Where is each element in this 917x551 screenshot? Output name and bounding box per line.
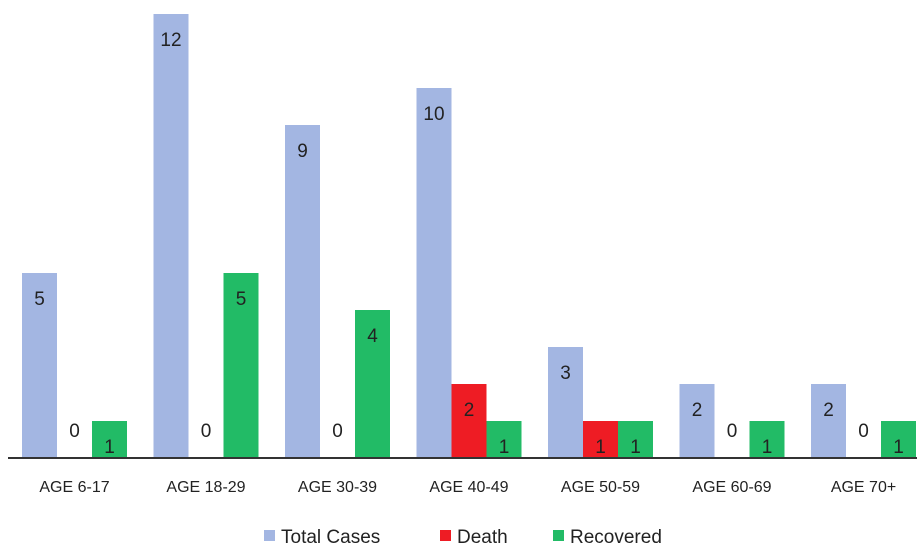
bar-total-cases-age-40-49 — [416, 88, 452, 458]
legend-swatch-total-cases — [264, 530, 275, 541]
data-label-total-cases-age-60-69: 2 — [692, 400, 703, 421]
bar-recovered-age-18-29 — [223, 273, 259, 458]
bar-total-cases-age-50-59 — [548, 347, 583, 458]
legend-label-death: Death — [457, 527, 508, 548]
data-label-recovered-age-30-39: 4 — [367, 326, 378, 347]
x-tick-label-age-6-17: AGE 6-17 — [39, 479, 109, 496]
x-tick-label-age-18-29: AGE 18-29 — [166, 479, 245, 496]
bar-total-cases-age-60-69 — [679, 384, 715, 458]
data-label-total-cases-age-50-59: 3 — [560, 363, 571, 384]
bar-recovered-age-60-69 — [749, 421, 785, 458]
data-label-death-age-70: 0 — [858, 421, 869, 442]
bar-recovered-age-50-59 — [618, 421, 653, 458]
data-label-recovered-age-6-17: 1 — [104, 437, 115, 458]
x-tick-labels: AGE 6-17 AGE 18-29 AGE 30-39 AGE 40-49 AGE 5… — [39, 479, 896, 496]
data-label-death-age-40-49: 2 — [464, 400, 475, 421]
data-label-death-age-6-17: 0 — [69, 421, 80, 442]
data-label-recovered-age-70: 1 — [893, 437, 904, 458]
data-label-total-cases-age-70: 2 — [823, 400, 834, 421]
bar-recovered-age-70 — [881, 421, 916, 458]
data-label-total-cases-age-40-49: 10 — [423, 104, 444, 125]
data-label-death-age-60-69: 0 — [727, 421, 738, 442]
x-tick-label-age-60-69: AGE 60-69 — [692, 479, 771, 496]
x-tick-label-age-30-39: AGE 30-39 — [298, 479, 377, 496]
data-label-recovered-age-60-69: 1 — [762, 437, 773, 458]
data-label-total-cases-age-18-29: 12 — [160, 30, 181, 51]
legend: Total Cases Death Recovered — [264, 527, 662, 548]
bar-death-age-50-59 — [583, 421, 618, 458]
bar-total-cases-age-18-29 — [153, 14, 189, 458]
bar-total-cases-age-30-39 — [285, 125, 320, 458]
data-label-recovered-age-18-29: 5 — [236, 289, 247, 310]
legend-label-total-cases: Total Cases — [281, 527, 380, 548]
x-tick-label-age-70: AGE 70+ — [831, 479, 896, 496]
data-label-death-age-50-59: 1 — [595, 437, 606, 458]
bars-layer — [22, 14, 916, 458]
x-tick-label-age-40-49: AGE 40-49 — [429, 479, 508, 496]
bar-total-cases-age-6-17 — [22, 273, 57, 458]
data-label-recovered-age-40-49: 1 — [499, 437, 510, 458]
legend-swatch-recovered — [553, 530, 564, 541]
bar-recovered-age-30-39 — [355, 310, 390, 458]
bar-recovered-age-6-17 — [92, 421, 127, 458]
data-label-total-cases-age-30-39: 9 — [297, 141, 308, 162]
data-label-total-cases-age-6-17: 5 — [34, 289, 45, 310]
bar-recovered-age-40-49 — [486, 421, 522, 458]
legend-swatch-death — [440, 530, 451, 541]
data-label-death-age-18-29: 0 — [201, 421, 212, 442]
bar-total-cases-age-70 — [811, 384, 846, 458]
bar-death-age-40-49 — [451, 384, 487, 458]
data-label-death-age-30-39: 0 — [332, 421, 343, 442]
legend-label-recovered: Recovered — [570, 527, 662, 548]
data-label-recovered-age-50-59: 1 — [630, 437, 641, 458]
x-tick-label-age-50-59: AGE 50-59 — [561, 479, 640, 496]
